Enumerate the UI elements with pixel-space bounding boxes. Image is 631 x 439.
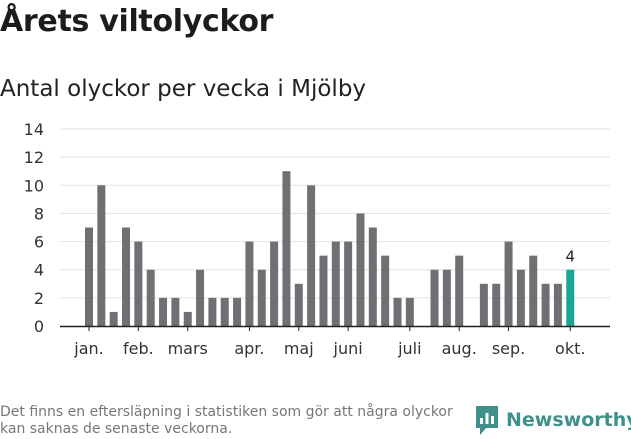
bar — [294, 283, 303, 326]
page-title: Årets viltolyckor — [0, 4, 274, 39]
bar — [134, 241, 143, 326]
bar — [566, 269, 575, 326]
bar — [183, 311, 192, 326]
bar — [122, 227, 131, 326]
brand-name: Newsworthy — [506, 409, 631, 431]
x-tick-label: juni — [333, 339, 363, 358]
bar — [208, 297, 217, 326]
bar — [245, 241, 254, 326]
bar-chart: 0 2 4 6 8 10 12 14 jan. feb. mars apr. maj juni juli a… — [24, 120, 610, 358]
bar — [541, 283, 550, 326]
data-labels: 4 — [565, 248, 575, 266]
bar — [85, 227, 93, 326]
x-tick-label: apr. — [234, 339, 264, 358]
x-tick-label: okt. — [555, 339, 585, 358]
bar — [319, 255, 328, 326]
bar — [381, 255, 390, 326]
y-tick-label: 8 — [34, 204, 44, 223]
bar — [233, 297, 242, 326]
y-tick-label: 14 — [24, 120, 44, 139]
y-tick-label: 12 — [24, 148, 44, 167]
bar — [307, 185, 316, 326]
bar — [492, 283, 501, 326]
bar — [344, 241, 353, 326]
y-tick-label: 10 — [24, 176, 44, 195]
bar — [442, 269, 451, 326]
y-tick-label: 2 — [34, 289, 44, 308]
x-axis: jan. feb. mars apr. maj juni juli aug. sep. okt. — [60, 325, 610, 358]
bar — [146, 269, 155, 326]
bar — [97, 185, 106, 326]
chart-subtitle: Antal olyckor per vecka i Mjölby — [0, 76, 367, 102]
bar — [405, 297, 414, 326]
bar — [479, 283, 488, 326]
bar — [257, 269, 266, 326]
brand[interactable]: Newsworthy — [474, 404, 631, 436]
bar — [516, 269, 525, 326]
bar — [109, 311, 118, 326]
x-tick-label: mars — [168, 339, 208, 358]
y-axis-ticks: 0 2 4 6 8 10 12 14 — [24, 120, 44, 336]
highlight-data-label: 4 — [565, 248, 575, 266]
x-tick-label: sep. — [492, 339, 525, 358]
x-tick-label: juli — [397, 339, 421, 358]
bar — [282, 171, 291, 326]
bar — [159, 297, 168, 326]
bar — [430, 269, 439, 326]
bar — [331, 241, 340, 326]
bar — [553, 283, 562, 326]
x-tick-label: feb. — [123, 339, 154, 358]
bar — [220, 297, 229, 326]
bar — [504, 241, 513, 326]
bars — [85, 171, 575, 326]
y-tick-label: 0 — [34, 317, 44, 336]
x-tick-label: aug. — [442, 339, 477, 358]
newsworthy-logo-icon — [476, 406, 498, 435]
bar — [529, 255, 538, 326]
x-tick-label: jan. — [73, 339, 103, 358]
bar — [393, 297, 402, 326]
x-tick-label: maj — [284, 339, 314, 358]
y-tick-label: 6 — [34, 233, 44, 252]
bar — [356, 213, 365, 326]
y-tick-label: 4 — [34, 261, 44, 280]
footnote: Det finns en eftersläpning i statistiken… — [0, 404, 453, 437]
bar — [368, 227, 377, 326]
bar — [171, 297, 180, 326]
bar — [270, 241, 279, 326]
bar — [455, 255, 464, 326]
bar — [196, 269, 205, 326]
